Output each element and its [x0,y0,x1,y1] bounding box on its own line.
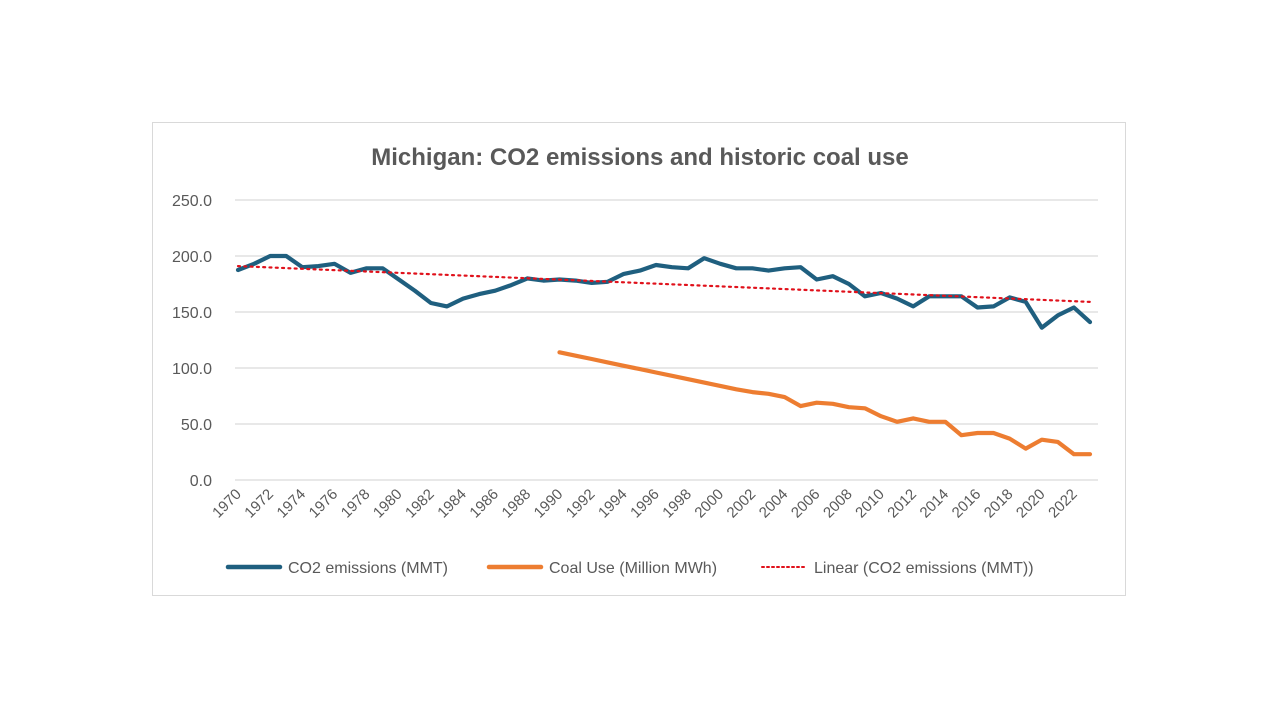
x-tick-label: 1978 [338,486,374,522]
x-tick-label: 2008 [820,486,856,522]
x-tick-label: 2004 [756,486,792,522]
series-line-coal-use-million-mwh [557,350,1093,457]
legend-label: CO2 emissions (MMT) [288,560,448,577]
x-tick-label: 1990 [531,486,567,522]
y-axis-ticks: 0.0 50.0 100.0 150.0 200.0 250.0 [172,193,212,490]
legend-label: Coal Use (Million MWh) [549,560,717,577]
y-tick-label: 50.0 [181,417,212,434]
chart-svg: Michigan: CO2 emissions and historic coa… [172,144,1098,577]
x-tick-label: 2014 [917,486,953,522]
x-tick-label: 2002 [724,486,760,522]
x-axis-ticks: 1970197219741976197819801982198419861988… [209,486,1081,522]
legend-item-coal-use-million-mwh: Coal Use (Million MWh) [486,560,717,577]
x-tick-label: 1988 [499,486,535,522]
x-tick-label: 1994 [595,486,631,522]
x-tick-label: 2018 [981,486,1017,522]
chart-title: Michigan: CO2 emissions and historic coa… [371,144,908,171]
x-tick-label: 1996 [627,486,663,522]
x-tick-label: 2016 [949,486,985,522]
x-tick-label: 1970 [209,486,245,522]
y-tick-label: 0.0 [190,473,212,490]
series-line-co2-emissions-mmt [235,253,1093,330]
legend-item-co2-emissions-mmt: CO2 emissions (MMT) [225,560,448,577]
x-tick-label: 1984 [434,486,470,522]
x-tick-label: 1982 [402,486,438,522]
y-tick-label: 150.0 [172,305,212,322]
x-tick-label: 2000 [691,486,727,522]
y-tick-label: 250.0 [172,193,212,210]
x-tick-label: 1986 [466,486,502,522]
y-tick-label: 200.0 [172,249,212,266]
series-lines [235,253,1093,457]
legend-label: Linear (CO2 emissions (MMT)) [814,560,1034,577]
chart-area: Michigan: CO2 emissions and historic coa… [152,122,1126,596]
x-tick-label: 1992 [563,486,599,522]
x-tick-label: 1974 [274,486,310,522]
x-tick-label: 2020 [1013,486,1049,522]
x-tick-label: 2012 [884,486,920,522]
x-tick-label: 2006 [788,486,824,522]
y-tick-label: 100.0 [172,361,212,378]
x-tick-label: 2010 [852,486,888,522]
legend-item-linear-co2-emissions-mmt: Linear (CO2 emissions (MMT)) [761,560,1034,577]
series-line-linear-co2-emissions-mmt [236,265,1092,303]
x-tick-label: 1972 [241,486,277,522]
x-tick-label: 1980 [370,486,406,522]
gridlines [235,199,1098,481]
x-tick-label: 2022 [1045,486,1081,522]
legend: CO2 emissions (MMT) Coal Use (Million MWh… [225,560,1034,577]
x-tick-label: 1998 [659,486,695,522]
x-tick-label: 1976 [306,486,342,522]
